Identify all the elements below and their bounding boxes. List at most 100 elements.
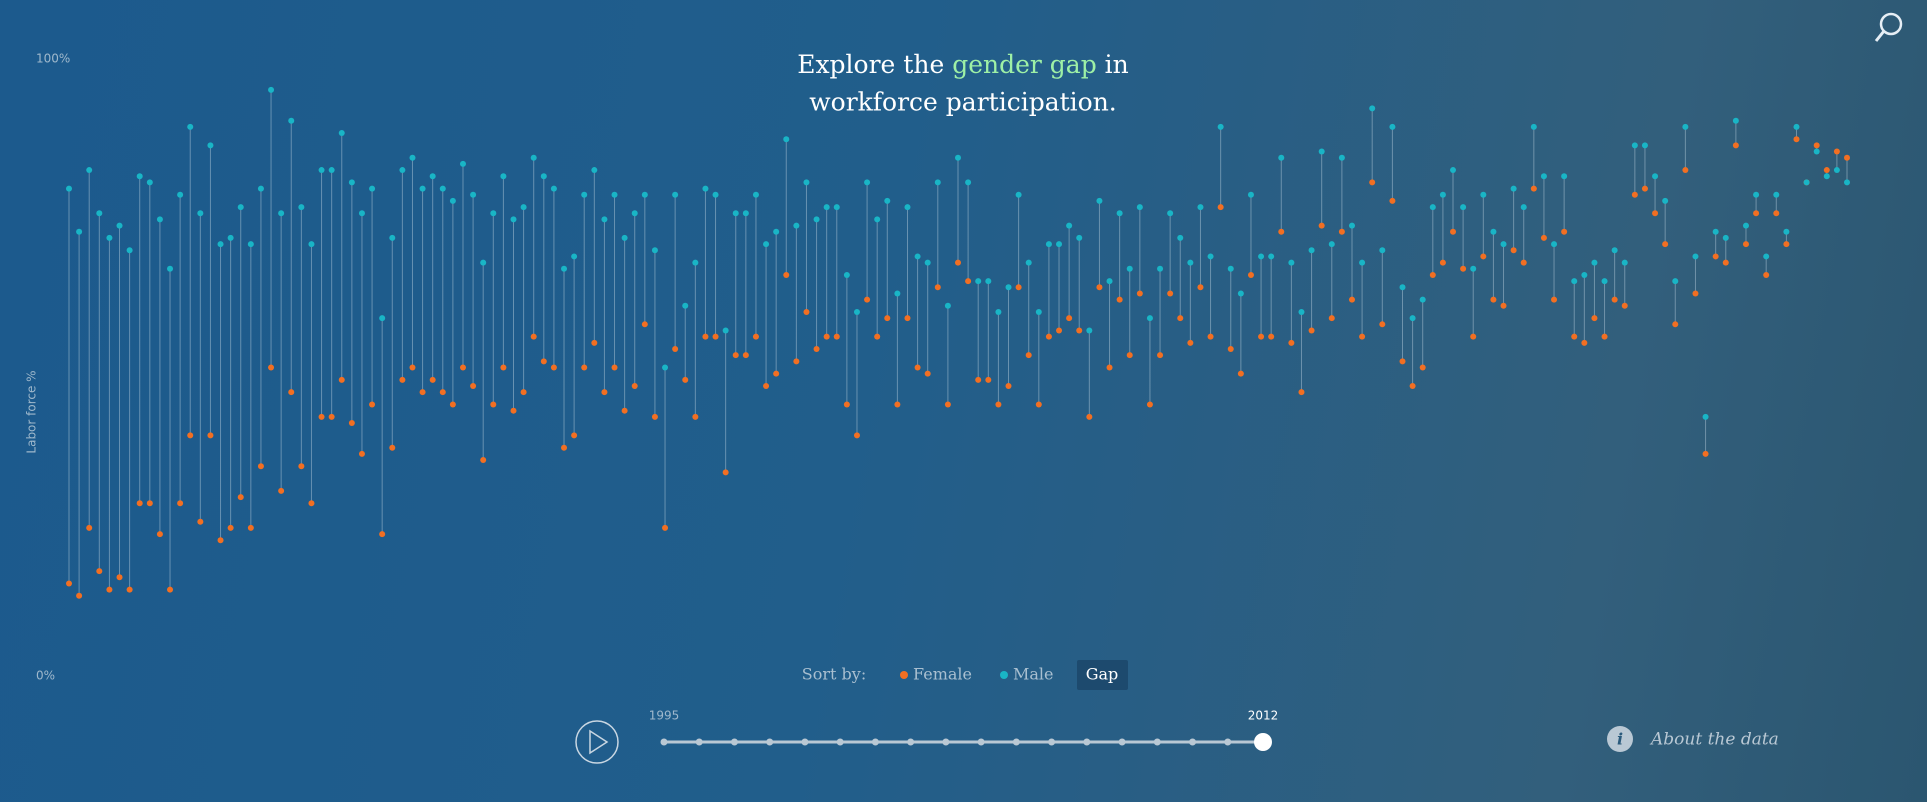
dot-male [1601,278,1608,285]
dot-female [712,333,719,340]
sort-label: Sort by: [802,665,866,684]
dot-female [631,383,638,390]
dot-female [1318,222,1325,229]
dot-female [257,463,264,470]
dot-male [1470,265,1477,272]
y-tick-label: 100% [36,52,70,66]
search-button[interactable] [1874,12,1903,42]
dot-male [1177,234,1184,241]
dot-male [975,278,982,285]
dot-male [1571,278,1578,285]
dot-female [1237,370,1244,377]
info-icon [1607,726,1633,752]
dot-male [1753,191,1760,198]
dot-male [167,265,174,272]
slider-tick [836,738,844,746]
dot-female [692,413,699,420]
dot-male [793,222,800,229]
dot-male [803,179,810,186]
dot-male [985,278,992,285]
dot-male [1692,253,1699,260]
dot-male [682,302,689,309]
dot-male [500,173,507,180]
dot-female [1328,315,1335,322]
dot-female [874,333,881,340]
dot-male [419,185,426,192]
dot-female [328,413,335,420]
play-circle [575,720,619,764]
dot-female [318,413,325,420]
dot-male [1783,228,1790,235]
dot-female [86,524,93,531]
dot-female [1369,179,1376,186]
dot-female [1177,315,1184,322]
dot-male [1146,315,1153,322]
dot-male [1278,154,1285,161]
dot-male [1328,241,1335,248]
gap-label: Gap [1086,665,1119,684]
dot-male [955,154,961,161]
dot-female [1641,185,1648,192]
dot-male [1005,284,1012,291]
dot-male [379,315,386,322]
dot-female [571,432,578,439]
dot-male [722,327,729,334]
dot-female [500,364,507,371]
dot-female [682,376,689,383]
dot-female [288,389,295,396]
dot-female [813,345,820,352]
dot-female [1258,333,1265,340]
dot-male [934,179,941,186]
dot-male [369,185,376,192]
dot-male [621,234,628,241]
dot-female [520,389,527,396]
dot-male [1732,117,1739,124]
dot-male [692,259,699,266]
dot-male [459,160,466,167]
dot-female [601,389,608,396]
slider-tick [660,738,668,746]
sort-gap[interactable]: Gap [1077,660,1128,690]
about-link[interactable]: i About the data [1607,726,1779,752]
dot-female [1530,185,1537,192]
dot-male [1833,167,1840,174]
dot-female [1126,352,1133,359]
dot-male [853,308,860,315]
dot-male [1066,222,1073,229]
title-start: Explore the [797,50,944,79]
dot-female [439,389,446,396]
dot-male [1500,241,1507,248]
dot-male [288,117,295,124]
dot-female [106,586,113,593]
dot-male [1096,197,1103,204]
dot-female [1591,315,1598,322]
dot-female [1783,241,1790,248]
play-button[interactable] [575,720,619,764]
dot-male [1439,191,1446,198]
dot-female [480,457,487,464]
dot-female [429,376,436,383]
about-label: About the data [1649,730,1779,750]
search-icon [1879,12,1903,36]
sort-male[interactable]: Male [1000,665,1054,684]
dot-female [1136,290,1143,297]
dot-male [1631,142,1638,149]
dot-female [763,383,770,390]
dot-male [1126,265,1133,272]
dot-male [641,191,648,198]
dot-male [1217,123,1224,130]
dot-female [470,383,477,390]
dot-male [1045,241,1052,248]
dot-male [76,228,83,235]
y-tick-label: 0% [36,669,55,683]
dot-female [1652,210,1659,217]
dot-male [187,123,194,130]
dot-male [530,154,537,161]
sort-female[interactable]: Female [900,665,972,684]
dot-female [1409,383,1416,390]
dot-male [328,167,335,174]
dot-male [843,271,850,278]
dot-male [1429,204,1436,211]
dot-female [409,364,416,371]
title-highlight: gender gap [952,50,1097,79]
